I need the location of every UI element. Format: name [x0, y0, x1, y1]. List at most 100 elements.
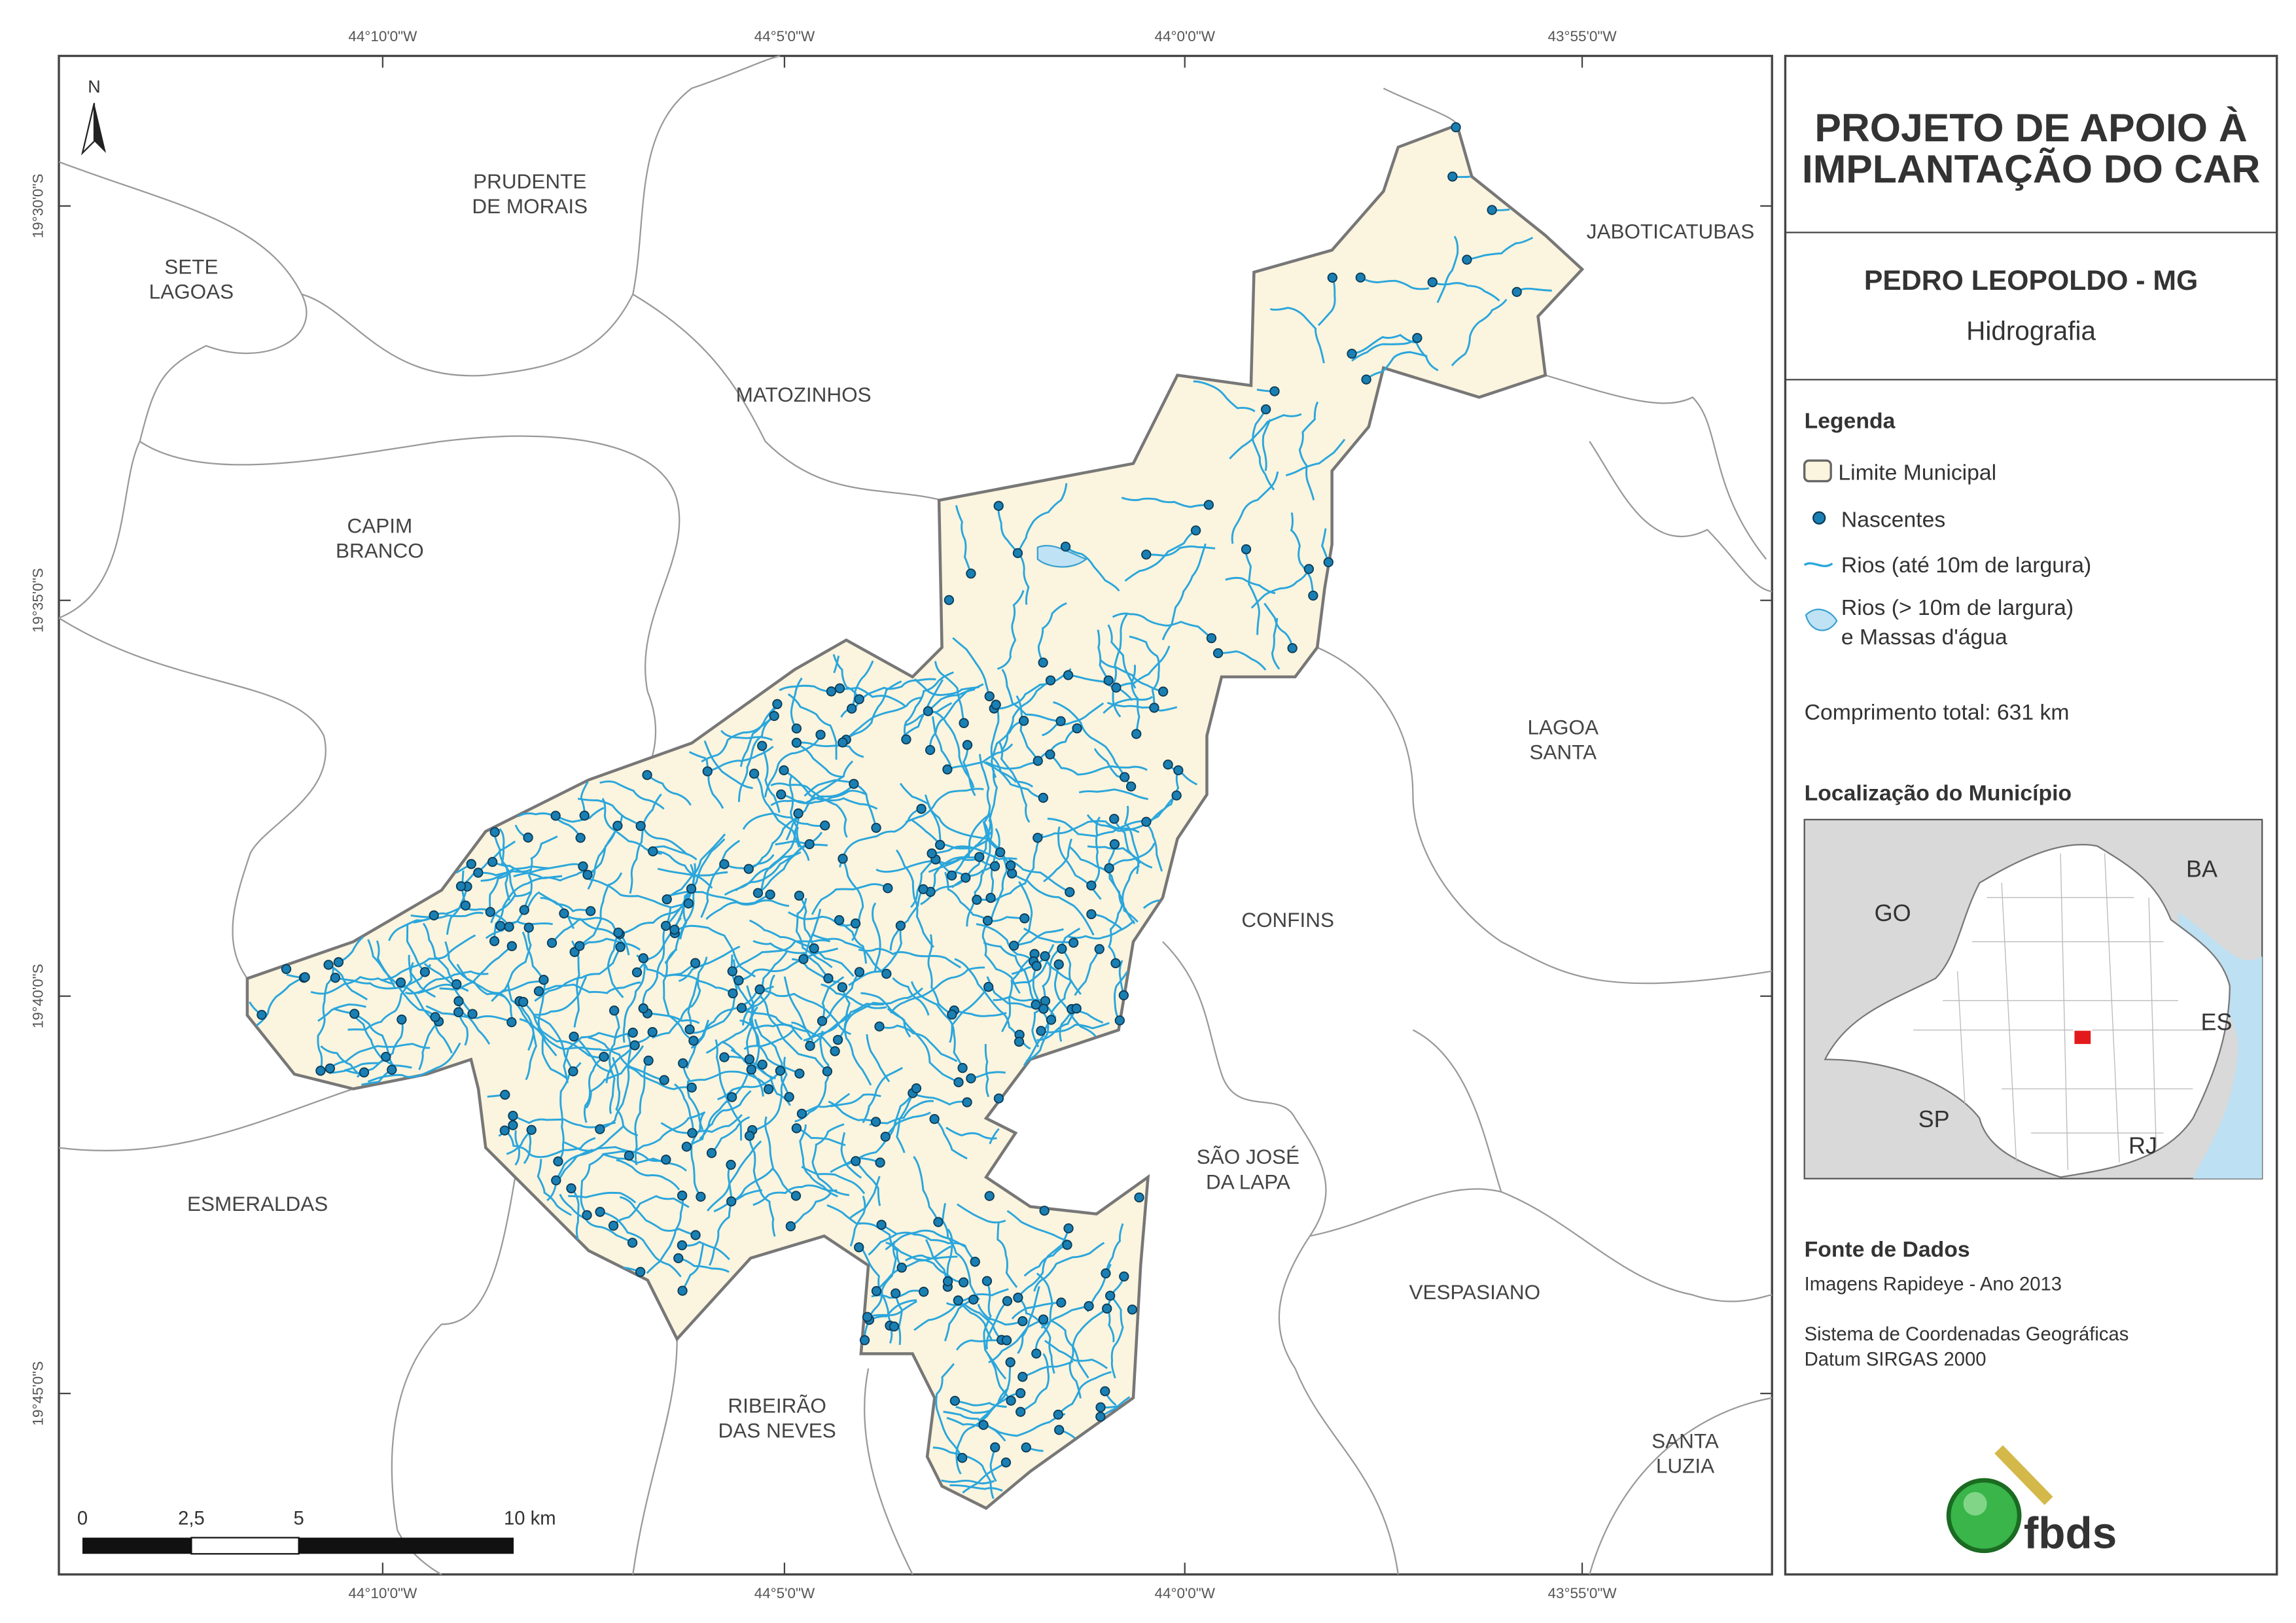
spring	[744, 1054, 755, 1064]
river	[764, 734, 822, 797]
spring	[1131, 729, 1142, 739]
spring	[1071, 1003, 1082, 1014]
spring	[1038, 657, 1048, 668]
bottom-coordinate: 44°0'0"W	[1154, 1585, 1215, 1601]
river	[751, 1026, 800, 1075]
spring	[1056, 1297, 1067, 1308]
spring	[953, 1077, 964, 1088]
spring	[523, 922, 534, 933]
river	[785, 760, 854, 841]
spring	[686, 883, 697, 894]
spring	[757, 741, 768, 751]
river	[1011, 954, 1051, 985]
river	[707, 1140, 762, 1212]
place-name: MATOZINHOS	[736, 383, 872, 406]
river	[1142, 899, 1160, 909]
river	[388, 915, 435, 941]
river	[317, 1003, 366, 1022]
spring	[957, 1452, 968, 1463]
river	[946, 1228, 953, 1282]
spring	[1173, 765, 1184, 776]
river	[749, 919, 815, 950]
river	[903, 671, 954, 740]
river	[1432, 281, 1500, 302]
river	[1001, 953, 1036, 1032]
bottom-coordinate: 43°55'0"W	[1548, 1585, 1617, 1601]
place-name: SANTA	[1529, 741, 1597, 764]
spring	[805, 1041, 815, 1051]
river	[962, 1461, 1007, 1494]
spring	[1141, 550, 1152, 560]
river	[320, 1045, 364, 1078]
river	[583, 1056, 605, 1123]
spring	[256, 1009, 267, 1021]
river	[317, 967, 334, 1072]
spring	[1095, 1411, 1106, 1422]
spring	[726, 1092, 737, 1102]
spring	[662, 894, 672, 905]
inset-label: GO	[1875, 899, 1911, 926]
river	[1065, 546, 1120, 592]
river	[1121, 497, 1209, 508]
spring	[579, 811, 590, 821]
river	[787, 693, 838, 760]
spring	[1045, 675, 1056, 686]
spring	[995, 847, 1006, 858]
river	[801, 1166, 866, 1195]
spring	[982, 915, 993, 926]
river	[574, 937, 641, 953]
spring	[794, 1068, 805, 1079]
spring	[859, 1335, 870, 1346]
spring	[779, 765, 789, 776]
top-coordinate: 43°55'0"W	[1548, 28, 1617, 44]
river	[408, 954, 436, 998]
spring	[608, 1221, 619, 1231]
river	[652, 956, 708, 1039]
river	[681, 1242, 705, 1291]
river	[551, 916, 630, 956]
river	[770, 783, 855, 807]
spring	[615, 942, 626, 952]
river	[983, 1280, 1007, 1380]
bottom-coordinate: 44°5'0"W	[754, 1585, 815, 1601]
river	[984, 1043, 990, 1098]
river	[949, 986, 989, 1043]
spring	[1355, 272, 1366, 283]
river	[1112, 612, 1212, 639]
river	[589, 878, 689, 909]
left-coordinate: 19°35'0"S	[29, 568, 46, 633]
river	[990, 854, 1008, 922]
river	[775, 840, 828, 846]
river	[678, 1257, 730, 1273]
spring	[1347, 349, 1357, 359]
river	[1108, 864, 1140, 964]
legend-item: Rios (> 10m de largura)	[1841, 595, 2074, 620]
river	[1074, 949, 1101, 996]
river	[673, 838, 726, 930]
spring	[429, 910, 439, 920]
spring	[473, 867, 484, 878]
spring	[981, 1276, 993, 1286]
spring	[453, 1007, 464, 1017]
spring	[1361, 374, 1371, 385]
spring	[752, 888, 764, 898]
spring	[1060, 541, 1071, 552]
river	[499, 828, 517, 897]
river	[889, 966, 985, 1014]
river	[1436, 236, 1459, 304]
spring	[1163, 759, 1173, 770]
river	[1124, 529, 1197, 582]
location-title: Localização do Município	[1805, 781, 2072, 806]
spring	[381, 1051, 391, 1062]
spring	[1111, 682, 1122, 693]
river	[840, 1132, 862, 1179]
river	[1451, 298, 1508, 366]
river	[599, 780, 665, 810]
river	[895, 849, 935, 948]
spring	[854, 694, 864, 705]
spring	[1269, 386, 1280, 396]
place-name: VESPASIANO	[1409, 1280, 1541, 1304]
spring	[815, 729, 826, 740]
river	[1014, 928, 1064, 947]
